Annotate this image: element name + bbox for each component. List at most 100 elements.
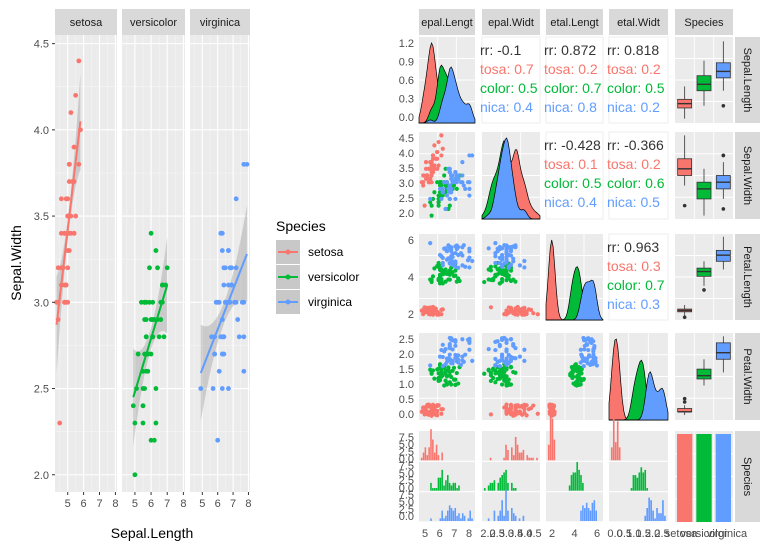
y-tick-label: 4.5 bbox=[34, 39, 49, 51]
density-curve bbox=[418, 66, 476, 124]
data-point bbox=[504, 273, 509, 279]
data-point bbox=[463, 264, 468, 269]
data-point bbox=[495, 359, 500, 364]
data-point bbox=[463, 352, 468, 357]
data-point bbox=[594, 363, 600, 368]
histogram-bar bbox=[426, 455, 429, 461]
x-tick-label: 8 bbox=[245, 498, 251, 510]
pairs-row-tick-label: 5.0 bbox=[399, 497, 414, 509]
histogram-bar bbox=[443, 518, 445, 521]
data-point bbox=[470, 153, 475, 158]
data-point bbox=[467, 255, 472, 260]
x-tick-label: 5 bbox=[65, 498, 71, 510]
data-point bbox=[460, 180, 465, 185]
data-point bbox=[213, 299, 219, 305]
correlation-label: tosa: 0.2 bbox=[607, 61, 661, 77]
histogram-bar bbox=[454, 482, 457, 491]
histogram-bar bbox=[648, 497, 650, 521]
histogram-bar bbox=[610, 447, 613, 461]
histogram-bar bbox=[507, 449, 509, 461]
data-point bbox=[515, 308, 520, 313]
data-point bbox=[436, 376, 441, 382]
histogram-bar bbox=[483, 488, 486, 491]
data-point bbox=[151, 437, 157, 443]
data-point bbox=[449, 361, 454, 366]
legend-item-label: virginica bbox=[308, 295, 352, 309]
data-point bbox=[148, 351, 154, 357]
data-point bbox=[439, 369, 444, 375]
data-point bbox=[436, 403, 441, 408]
data-point bbox=[210, 386, 216, 391]
data-point bbox=[460, 337, 465, 342]
histogram-bar bbox=[441, 469, 443, 491]
data-point bbox=[447, 170, 452, 175]
data-point bbox=[446, 270, 451, 275]
pairs-row-tick-label: 1.5 bbox=[399, 364, 414, 376]
data-point bbox=[499, 264, 505, 269]
data-point bbox=[440, 193, 445, 198]
data-point bbox=[506, 360, 511, 365]
data-point bbox=[443, 279, 448, 284]
data-point bbox=[517, 263, 523, 268]
y-tick-label: 4.0 bbox=[34, 125, 49, 137]
histogram-bar bbox=[572, 472, 575, 491]
histogram-bar bbox=[497, 515, 500, 521]
data-point bbox=[140, 403, 146, 409]
data-point bbox=[467, 336, 472, 342]
histogram-bar bbox=[514, 436, 517, 461]
species-count-bar bbox=[677, 434, 693, 522]
data-point bbox=[71, 230, 77, 236]
data-point bbox=[429, 213, 434, 218]
histogram-bar bbox=[644, 515, 647, 521]
species-count-bar bbox=[696, 434, 712, 522]
data-point bbox=[511, 259, 516, 264]
data-point bbox=[493, 347, 498, 353]
correlation-label: rr: -0.1 bbox=[480, 42, 521, 58]
histogram-bar bbox=[441, 510, 443, 521]
data-point bbox=[454, 173, 459, 178]
boxplot-box bbox=[696, 181, 712, 200]
data-point bbox=[447, 186, 452, 191]
data-point bbox=[528, 307, 534, 312]
histogram-bar bbox=[585, 502, 588, 521]
data-point bbox=[226, 248, 231, 253]
pairs-row-strip-label: Species bbox=[741, 457, 753, 497]
correlation-label: rr: 0.872 bbox=[544, 42, 596, 58]
data-point bbox=[219, 386, 225, 391]
facet-panel bbox=[190, 35, 250, 492]
histogram-bar bbox=[526, 455, 529, 461]
regression-line bbox=[132, 284, 169, 398]
data-point bbox=[429, 277, 434, 282]
histogram-bar bbox=[516, 444, 519, 461]
pairs-column-strip-label: Species bbox=[684, 17, 724, 29]
data-point bbox=[143, 299, 149, 305]
data-point bbox=[504, 402, 509, 407]
data-point bbox=[219, 334, 225, 340]
legend-key-point bbox=[285, 299, 291, 305]
histogram-bar bbox=[456, 515, 458, 521]
data-point bbox=[511, 309, 516, 314]
histogram-bar bbox=[439, 518, 442, 521]
pairs-row-tick-label: 0.6 bbox=[399, 75, 414, 87]
histogram-bar bbox=[507, 510, 509, 521]
data-point bbox=[456, 252, 461, 258]
histogram-bar bbox=[646, 488, 649, 491]
histogram-bar bbox=[424, 447, 427, 461]
data-point bbox=[499, 268, 505, 273]
data-point bbox=[495, 339, 500, 344]
pairs-row-tick-label: 2.0 bbox=[399, 208, 414, 220]
pairs-row-tick-label: 5.0 bbox=[399, 468, 414, 480]
data-point bbox=[582, 347, 587, 352]
data-point bbox=[511, 413, 516, 418]
histogram-bar bbox=[433, 452, 436, 461]
data-point bbox=[241, 299, 247, 305]
correlation-label: rr: 0.818 bbox=[607, 42, 659, 58]
histogram-bar bbox=[522, 449, 525, 461]
data-point bbox=[515, 404, 520, 409]
y-tick-label: 2.0 bbox=[34, 470, 49, 482]
histogram-bar bbox=[582, 505, 584, 521]
facet-panel bbox=[55, 35, 117, 492]
histogram-bar bbox=[503, 515, 505, 521]
density-curve bbox=[546, 279, 604, 321]
data-point bbox=[486, 246, 491, 251]
